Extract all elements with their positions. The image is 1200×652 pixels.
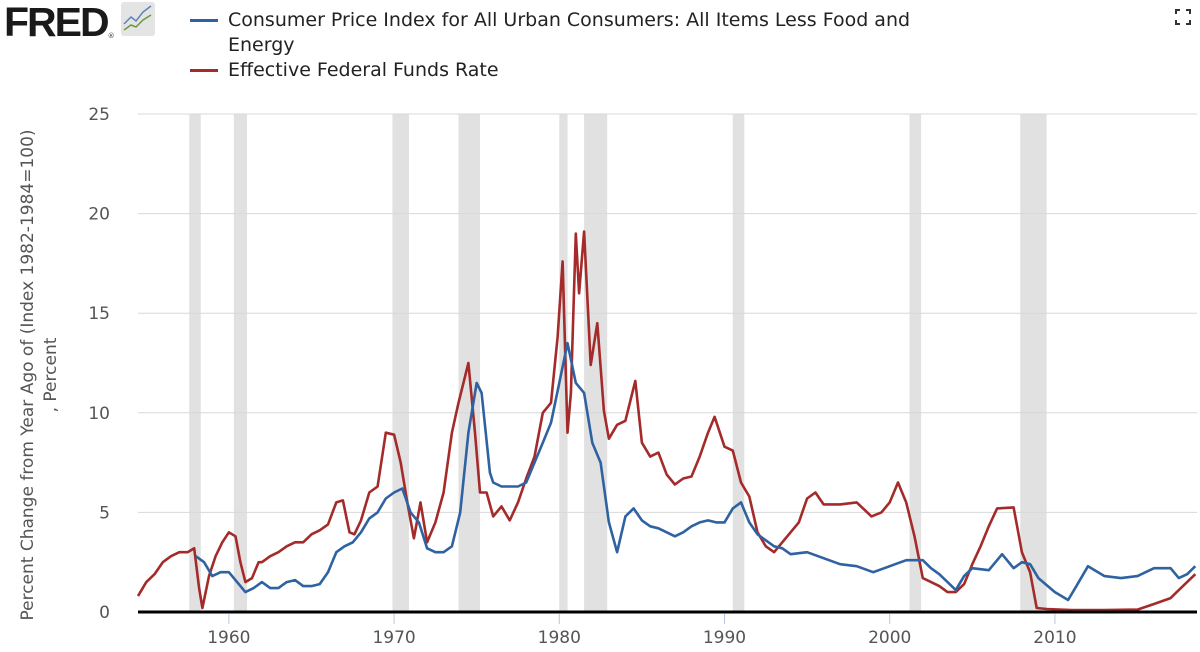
y-tick-label: 20: [88, 205, 110, 225]
line-chart-icon: [120, 2, 155, 36]
recession-band: [909, 114, 922, 612]
cpi-line: [195, 341, 1197, 602]
fedfunds-line: [136, 230, 1197, 612]
x-tick-label: 1990: [703, 628, 746, 648]
legend-label-fedfunds: Effective Federal Funds Rate: [228, 59, 499, 81]
y-tick-label: 25: [88, 105, 110, 125]
fred-logo[interactable]: FRED ®: [4, 0, 155, 45]
x-tick-label: 1960: [207, 628, 250, 648]
recession-band: [584, 114, 608, 612]
x-tick-label: 2010: [1033, 628, 1076, 648]
recession-band: [233, 114, 248, 612]
y-tick-label: 15: [88, 304, 110, 324]
legend-label-cpi: Consumer Price Index for All Urban Consu…: [228, 9, 911, 56]
fullscreen-icon[interactable]: [1174, 8, 1192, 26]
legend-item-fedfunds[interactable]: Effective Federal Funds Rate: [190, 58, 918, 83]
x-tick-label: 2000: [868, 628, 911, 648]
legend-item-cpi[interactable]: Consumer Price Index for All Urban Consu…: [190, 8, 918, 58]
recession-band: [189, 114, 201, 612]
y-tick-label: 10: [88, 404, 110, 424]
x-tick-label: 1980: [538, 628, 581, 648]
logo-text: FRED: [4, 0, 110, 45]
legend: Consumer Price Index for All Urban Consu…: [190, 8, 918, 83]
recession-band: [392, 114, 409, 612]
y-tick-label: 5: [99, 503, 110, 523]
y-tick-label: 0: [99, 603, 110, 623]
legend-swatch-cpi: [190, 19, 218, 22]
x-tick-label: 1970: [372, 628, 415, 648]
recession-band: [732, 114, 745, 612]
registered-mark: ®: [107, 32, 115, 40]
recession-band: [1020, 114, 1047, 612]
legend-swatch-fedfunds: [190, 69, 218, 72]
